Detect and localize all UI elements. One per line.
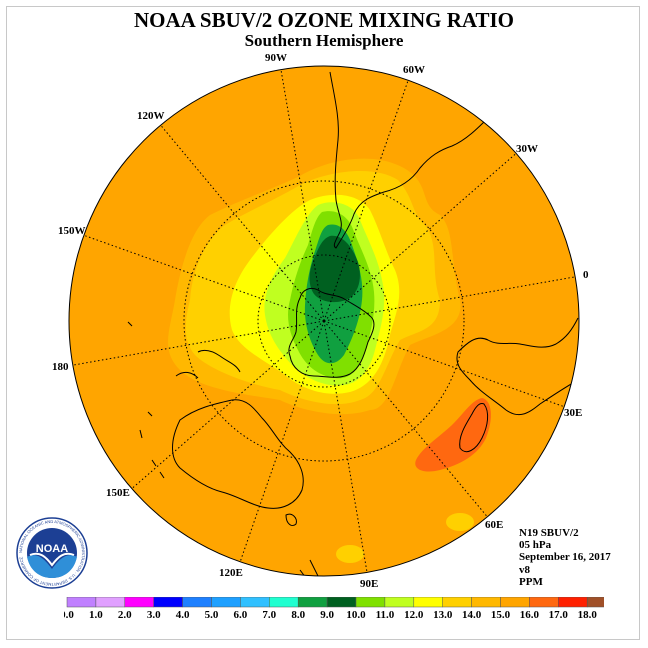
figure-frame	[6, 6, 640, 640]
lat-circle-mid	[183, 180, 465, 462]
lon-label-150e: 150E	[106, 487, 130, 499]
lon-label-90w: 90W	[265, 52, 287, 64]
colorbar-swatch	[500, 597, 530, 608]
colorbar-tick-label: 4.0	[176, 609, 190, 621]
australia-coast	[172, 399, 304, 509]
info-line-level: 05 hPa	[519, 539, 552, 552]
colorbar-tick-label: 0.0	[64, 609, 74, 621]
lon-label-150w: 150W	[58, 225, 86, 237]
colorbar-swatch	[182, 597, 212, 608]
colorbar-tick-label: 6.0	[234, 609, 248, 621]
logo-wave	[27, 555, 77, 578]
lon-label-0: 0	[583, 269, 589, 281]
colorbar-tick-label: 7.0	[262, 609, 276, 621]
lon-label-120w: 120W	[137, 110, 165, 122]
colorbar-swatch	[124, 597, 154, 608]
colorbar-tick-label: 13.0	[433, 609, 453, 621]
colorbar-tick-label: 2.0	[118, 609, 132, 621]
map-border	[68, 65, 580, 577]
lon-label-30w: 30W	[516, 143, 538, 155]
islands	[127, 321, 321, 576]
south-america-coast	[329, 71, 489, 249]
colorbar-swatch	[384, 597, 415, 608]
colorbar-tick-label: 12.0	[404, 609, 424, 621]
lon-label-60w: 60W	[403, 64, 425, 76]
info-block: N19 SBUV/2 05 hPa September 16, 2017 v8 …	[519, 527, 611, 588]
colorbar-swatch	[442, 597, 472, 608]
colorbar-swatch	[297, 597, 328, 608]
lat-circle-inner	[257, 254, 391, 388]
colorbar-swatch	[95, 597, 126, 608]
colorbar: 0.0 1.0 2.0 3.0 4.0 5.0 6.0 7.0 8.0 9.0 10.0 11.0 12…	[64, 597, 604, 621]
colorbar-tick-label: 16.0	[520, 609, 540, 621]
colorbar-swatch	[471, 597, 501, 608]
page-title: NOAA SBUV/2 OZONE MIXING RATIO	[134, 8, 514, 32]
colorbar-swatch	[269, 597, 299, 608]
colorbar-tick-label: 17.0	[549, 609, 569, 621]
colorbar-swatch	[326, 597, 357, 608]
colorbar-tick-label: 10.0	[346, 609, 366, 621]
madagascar-coast	[459, 403, 489, 453]
colorbar-swatch	[413, 597, 443, 608]
noaa-logo: NOAA NATIONAL OCEANIC AND ATMOSPHERIC AD…	[16, 517, 88, 589]
colorbar-swatch	[153, 597, 183, 608]
info-line-satellite: N19 SBUV/2	[519, 527, 579, 539]
colorbar-swatch	[355, 597, 386, 608]
colorbar-swatch	[586, 597, 604, 608]
lon-label-60e: 60E	[485, 519, 503, 531]
contour-8	[309, 235, 360, 303]
coastlines	[127, 71, 579, 576]
lon-label-30e: 30E	[564, 407, 582, 419]
tasmania-coast	[285, 513, 297, 527]
info-line-units: PPM	[519, 575, 543, 588]
colorbar-tick-label: 11.0	[376, 609, 395, 621]
colorbar-swatch	[240, 597, 270, 608]
info-line-version: v8	[519, 563, 530, 576]
colorbar-swatch	[529, 597, 559, 608]
colorbar-tick-label: 9.0	[320, 609, 334, 621]
patch-yellow-2	[336, 545, 364, 563]
colorbar-tick-label: 14.0	[462, 609, 482, 621]
colorbar-tick-label: 18.0	[578, 609, 598, 621]
colorbar-ticks: 0.0 1.0 2.0 3.0 4.0 5.0 6.0 7.0 8.0 9.0 10.0 11.0 12…	[64, 609, 597, 621]
colorbar-tick-label: 5.0	[205, 609, 219, 621]
logo-text: NOAA	[36, 543, 68, 555]
patch-yellow-1	[446, 513, 474, 531]
antarctica-coast	[288, 287, 375, 378]
colorbar-tick-label: 1.0	[89, 609, 103, 621]
lon-label-90e: 90E	[360, 578, 378, 590]
page-subtitle: Southern Hemisphere	[244, 31, 404, 50]
colorbar-swatches	[66, 597, 604, 608]
africa-coast	[456, 317, 579, 416]
colorbar-tick-label: 8.0	[291, 609, 305, 621]
logo-bird	[29, 552, 75, 567]
colorbar-tick-label: 15.0	[491, 609, 511, 621]
new-zealand-coast	[175, 349, 241, 379]
info-line-date: September 16, 2017	[519, 551, 611, 564]
meridians	[69, 66, 579, 576]
lon-label-180: 180	[52, 361, 69, 373]
colorbar-swatch	[558, 597, 588, 608]
colorbar-swatch	[66, 597, 97, 608]
colorbar-swatch	[211, 597, 241, 608]
colorbar-tick-label: 3.0	[147, 609, 161, 621]
lon-label-120e: 120E	[219, 567, 243, 579]
